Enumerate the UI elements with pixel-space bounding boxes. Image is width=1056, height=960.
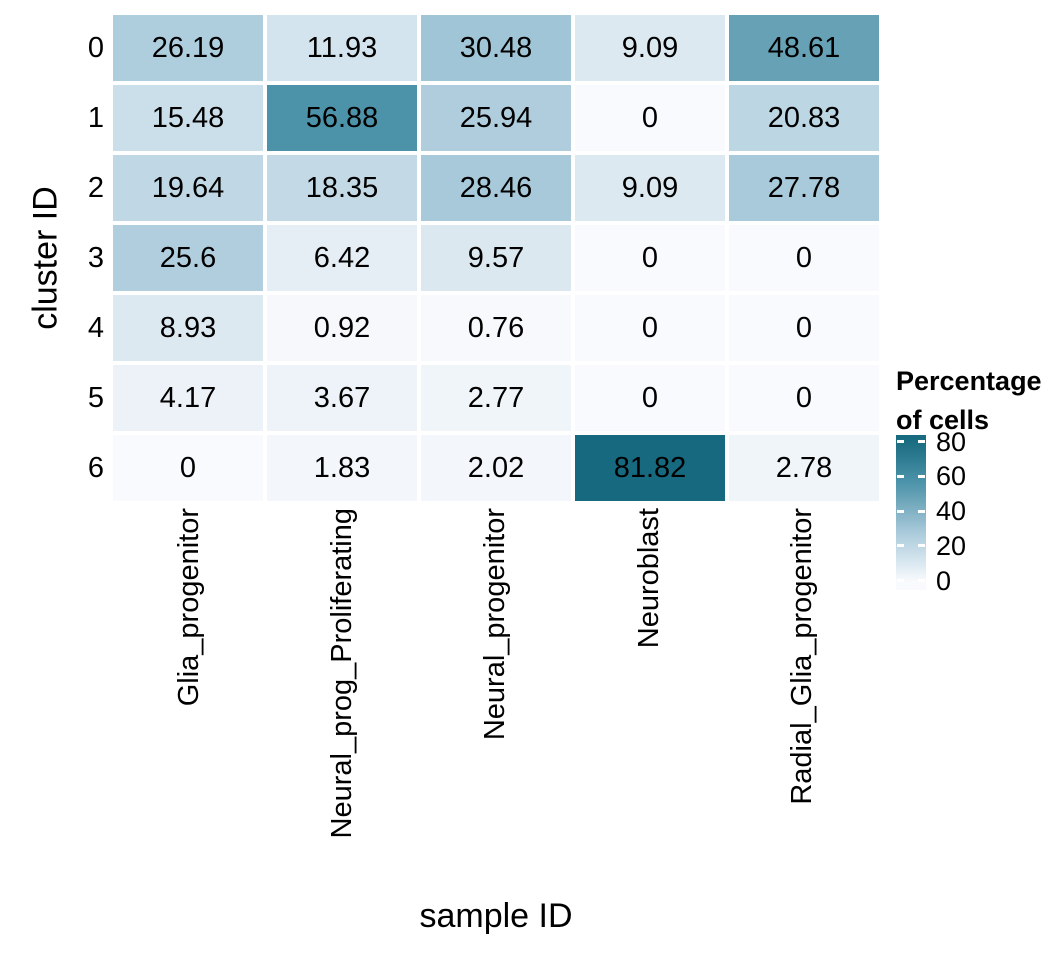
heatmap-cell: 19.64 [113, 155, 263, 221]
heatmap-cell: 18.35 [267, 155, 417, 221]
legend-tick-mark [918, 509, 925, 513]
legend-tick-mark [918, 579, 925, 582]
heatmap-cell: 2.78 [729, 435, 879, 501]
heatmap-cell: 0 [575, 365, 725, 431]
heatmap-cell: 15.48 [113, 85, 263, 151]
heatmap-cell: 2.02 [421, 435, 571, 501]
heatmap-cell: 0 [575, 225, 725, 291]
y-axis-tick-label: 0 [87, 31, 104, 64]
heatmap-cell: 48.61 [729, 15, 879, 81]
legend-tick-mark [897, 440, 904, 443]
heatmap-cell: 4.17 [113, 365, 263, 431]
legend-tick-mark [897, 579, 904, 582]
legend-tick-mark [897, 509, 904, 513]
legend-title-line: Percentage [896, 366, 1042, 396]
heatmap-cell: 9.09 [575, 15, 725, 81]
heatmap-cell: 25.94 [421, 85, 571, 151]
y-axis-tick-label: 6 [87, 451, 104, 484]
y-axis-tick-labels: 0 1 2 3 4 5 6 [0, 15, 104, 501]
legend-colorbar [896, 435, 926, 590]
x-axis-tick-label: Neuroblast [632, 508, 665, 649]
y-axis-tick-label: 2 [87, 171, 104, 204]
legend-tick-label: 40 [936, 496, 967, 526]
y-axis-tick-label: 5 [87, 381, 104, 414]
legend-tick-mark [918, 544, 925, 548]
legend-tick-label: 60 [936, 461, 967, 492]
x-axis-title: sample ID [419, 897, 573, 935]
legend-tick-label: 80 [936, 426, 967, 457]
x-axis-tick-labels: Glia_progenitor Neural_prog_Proliferating… [113, 508, 879, 903]
heatmap-cell: 20.83 [729, 85, 879, 151]
legend-title: Percentage of cells [896, 362, 1042, 440]
legend-tick-label: 20 [936, 530, 967, 561]
heatmap-cell: 8.93 [113, 295, 263, 361]
heatmap-cell: 2.77 [421, 365, 571, 431]
legend-tick-mark [918, 474, 925, 478]
heatmap-cell: 0 [729, 225, 879, 291]
legend-tick-mark [897, 544, 904, 548]
heatmap-cell: 27.78 [729, 155, 879, 221]
heatmap-cell: 0.76 [421, 295, 571, 361]
heatmap-cell: 6.42 [267, 225, 417, 291]
heatmap-cell: 28.46 [421, 155, 571, 221]
legend-tick-label: 0 [936, 565, 952, 596]
y-axis-tick-label: 4 [87, 311, 104, 344]
heatmap-cell: 81.82 [575, 435, 725, 501]
x-axis-tick-label: Neural_prog_Proliferating [326, 508, 359, 839]
y-axis-tick-label: 3 [87, 241, 104, 274]
heatmap-cell: 1.83 [267, 435, 417, 501]
heatmap-cell: 3.67 [267, 365, 417, 431]
heatmap-cell: 11.93 [267, 15, 417, 81]
legend-tick-mark [918, 440, 925, 443]
heatmap-cell: 26.19 [113, 15, 263, 81]
legend-tick-mark [897, 474, 904, 478]
heatmap-cell: 25.6 [113, 225, 263, 291]
heatmap-grid: 26.19 11.93 30.48 9.09 48.61 15.48 56.88 25.94 0… [113, 15, 879, 501]
heatmap-cell: 0.92 [267, 295, 417, 361]
heatmap-cell: 9.57 [421, 225, 571, 291]
x-axis-tick-label: Neural_progenitor [479, 508, 512, 741]
heatmap-cell: 0 [575, 85, 725, 151]
heatmap-cell: 9.09 [575, 155, 725, 221]
heatmap-cell: 0 [729, 295, 879, 361]
heatmap-cell: 0 [729, 365, 879, 431]
heatmap-cell: 30.48 [421, 15, 571, 81]
x-axis-tick-label: Radial_Glia_progenitor [785, 508, 818, 805]
y-axis-tick-label: 1 [87, 101, 104, 134]
legend-title-line: of cells [896, 405, 990, 435]
heatmap-cell: 0 [575, 295, 725, 361]
x-axis-tick-label: Glia_progenitor [172, 508, 205, 707]
heatmap-cell: 0 [113, 435, 263, 501]
heatmap-cell: 56.88 [267, 85, 417, 151]
